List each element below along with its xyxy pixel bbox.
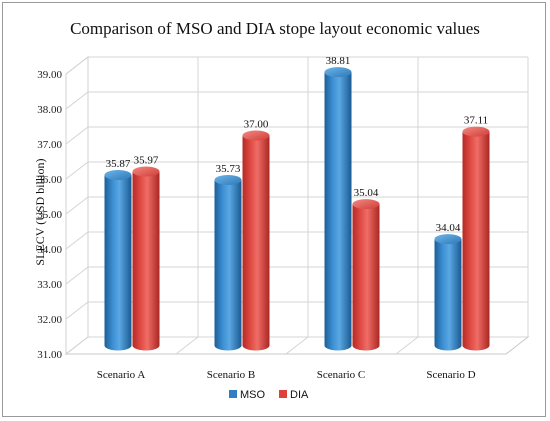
bar-top <box>434 234 462 245</box>
x-tick-labels: Scenario A Scenario B Scenario C Scenario D <box>97 369 476 381</box>
data-label: 34.04 <box>436 222 461 234</box>
gridline <box>65 231 528 250</box>
bar-mso-3 <box>434 234 462 351</box>
bar-body <box>352 204 380 351</box>
data-label: 35.97 <box>134 155 159 167</box>
legend-item-mso: MSO <box>229 389 266 401</box>
y-tick-label: 33.00 <box>37 279 62 291</box>
gridline <box>65 126 528 145</box>
bar-dia-3 <box>462 126 490 351</box>
bar-body <box>132 171 160 351</box>
x-tick-label: Scenario D <box>426 369 475 381</box>
gridline <box>65 91 528 110</box>
gridline <box>65 336 528 355</box>
bar-mso-1 <box>214 174 242 351</box>
bar-body <box>104 175 132 351</box>
bar-body <box>462 131 490 351</box>
x-tick-label: Scenario A <box>97 369 146 381</box>
chart-title: Comparison of MSO and DIA stope layout e… <box>70 19 480 38</box>
gridline <box>65 161 528 180</box>
bars <box>104 67 490 351</box>
y-tick-label: 38.00 <box>37 104 62 116</box>
bar-top <box>214 174 242 185</box>
data-labels: 35.87 35.97 35.73 37.00 38.81 35.04 34.04 37.11 <box>106 55 489 234</box>
category-separator <box>395 336 419 355</box>
bar-mso-0 <box>104 170 132 351</box>
data-label: 37.11 <box>464 115 488 127</box>
bar-body <box>324 72 352 351</box>
bar-top <box>324 67 352 78</box>
data-label: 35.87 <box>106 158 131 170</box>
bar-top <box>462 126 490 137</box>
bar-dia-2 <box>352 199 380 351</box>
bar-top <box>242 130 270 141</box>
x-tick-label: Scenario C <box>317 369 366 381</box>
data-label: 35.73 <box>216 163 241 175</box>
y-tick-label: 32.00 <box>37 314 62 326</box>
legend-item-dia: DIA <box>279 389 309 401</box>
y-axis-label: SLECV (USD billion) <box>33 158 47 265</box>
category-separator <box>175 336 199 355</box>
y-tick-label: 37.00 <box>37 139 62 151</box>
gridline <box>65 196 528 215</box>
bar-dia-1 <box>242 130 270 351</box>
legend: MSO DIA <box>229 389 309 401</box>
legend-label: MSO <box>240 389 266 401</box>
gridline <box>65 301 528 320</box>
bar-mso-2 <box>324 67 352 351</box>
category-separator <box>285 336 309 355</box>
x-tick-label: Scenario B <box>207 369 256 381</box>
y-tick-label: 34.00 <box>37 244 62 256</box>
bar-top <box>352 199 380 210</box>
y-tick-label: 39.00 <box>37 69 62 81</box>
gridline <box>65 266 528 285</box>
bar-top <box>104 170 132 181</box>
y-tick-label: 36.00 <box>37 174 62 186</box>
legend-swatch <box>279 390 287 398</box>
bar-body <box>242 135 270 351</box>
bar-top <box>132 166 160 177</box>
y-tick-labels: 31.00 32.00 33.00 34.00 35.00 36.00 37.00 38.00… <box>37 69 62 361</box>
legend-swatch <box>229 390 237 398</box>
y-tick-label: 35.00 <box>37 209 62 221</box>
data-label: 38.81 <box>326 55 351 67</box>
bar-dia-0 <box>132 166 160 351</box>
data-label: 35.04 <box>354 187 379 199</box>
bar-body <box>214 179 242 351</box>
gridlines <box>65 56 529 355</box>
bar-body <box>434 239 462 351</box>
legend-label: DIA <box>290 389 309 401</box>
data-label: 37.00 <box>244 119 269 131</box>
y-tick-label: 31.00 <box>37 349 62 361</box>
gridline <box>65 56 528 75</box>
